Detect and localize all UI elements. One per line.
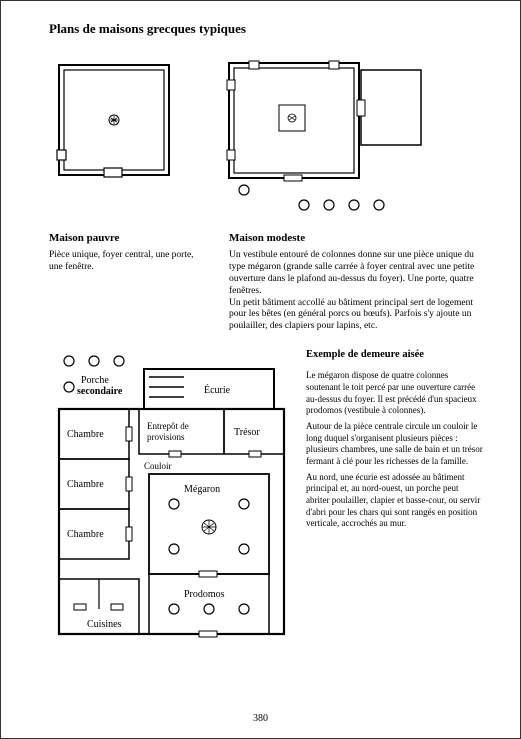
diagram-modest-house: [219, 55, 449, 220]
poor-desc: Pièce unique, foyer central, une porte, …: [49, 250, 209, 274]
label-tresor: Trésor: [234, 427, 260, 438]
label-couloir: Couloir: [144, 461, 172, 471]
label-ecurie: Écurie: [204, 384, 231, 396]
caption-poor: Maison pauvre Pièce unique, foyer centra…: [49, 232, 209, 333]
wealthy-title: Exemple de demeure aisée: [306, 349, 484, 360]
wealthy-p2: Autour de la pièce centrale circule un c…: [306, 421, 484, 468]
label-entrepot: Entrepôt de: [147, 421, 189, 431]
modest-desc: Un vestibule entouré de colonnes donne s…: [229, 250, 484, 333]
label-secondaire: secondaire: [77, 386, 123, 397]
label-cuisines: Cuisines: [87, 619, 122, 630]
modest-title: Maison modeste: [229, 232, 484, 244]
poor-title: Maison pauvre: [49, 232, 209, 244]
label-megaron: Mégaron: [184, 484, 220, 495]
wealthy-p1: Le mégaron dispose de quatre colonnes so…: [306, 370, 484, 417]
label-chambre-2: Chambre: [67, 479, 104, 490]
label-chambre-1: Chambre: [67, 429, 104, 440]
label-prodomos: Prodomos: [184, 589, 225, 600]
page-number: 380: [1, 713, 520, 724]
label-provisions: provisions: [147, 432, 185, 442]
label-chambre-3: Chambre: [67, 529, 104, 540]
label-porche: Porche: [81, 375, 109, 386]
wealthy-p3: Au nord, une écurie est adossée au bâtim…: [306, 472, 484, 530]
wealthy-caption: Exemple de demeure aisée Le mégaron disp…: [306, 349, 484, 654]
page-title: Plans de maisons grecques typiques: [49, 21, 484, 37]
caption-modest: Maison modeste Un vestibule entouré de c…: [229, 232, 484, 333]
diagram-poor-house: [49, 55, 179, 220]
diagram-wealthy-house: Porche secondaire Écurie Chambre Chambre…: [49, 349, 294, 654]
